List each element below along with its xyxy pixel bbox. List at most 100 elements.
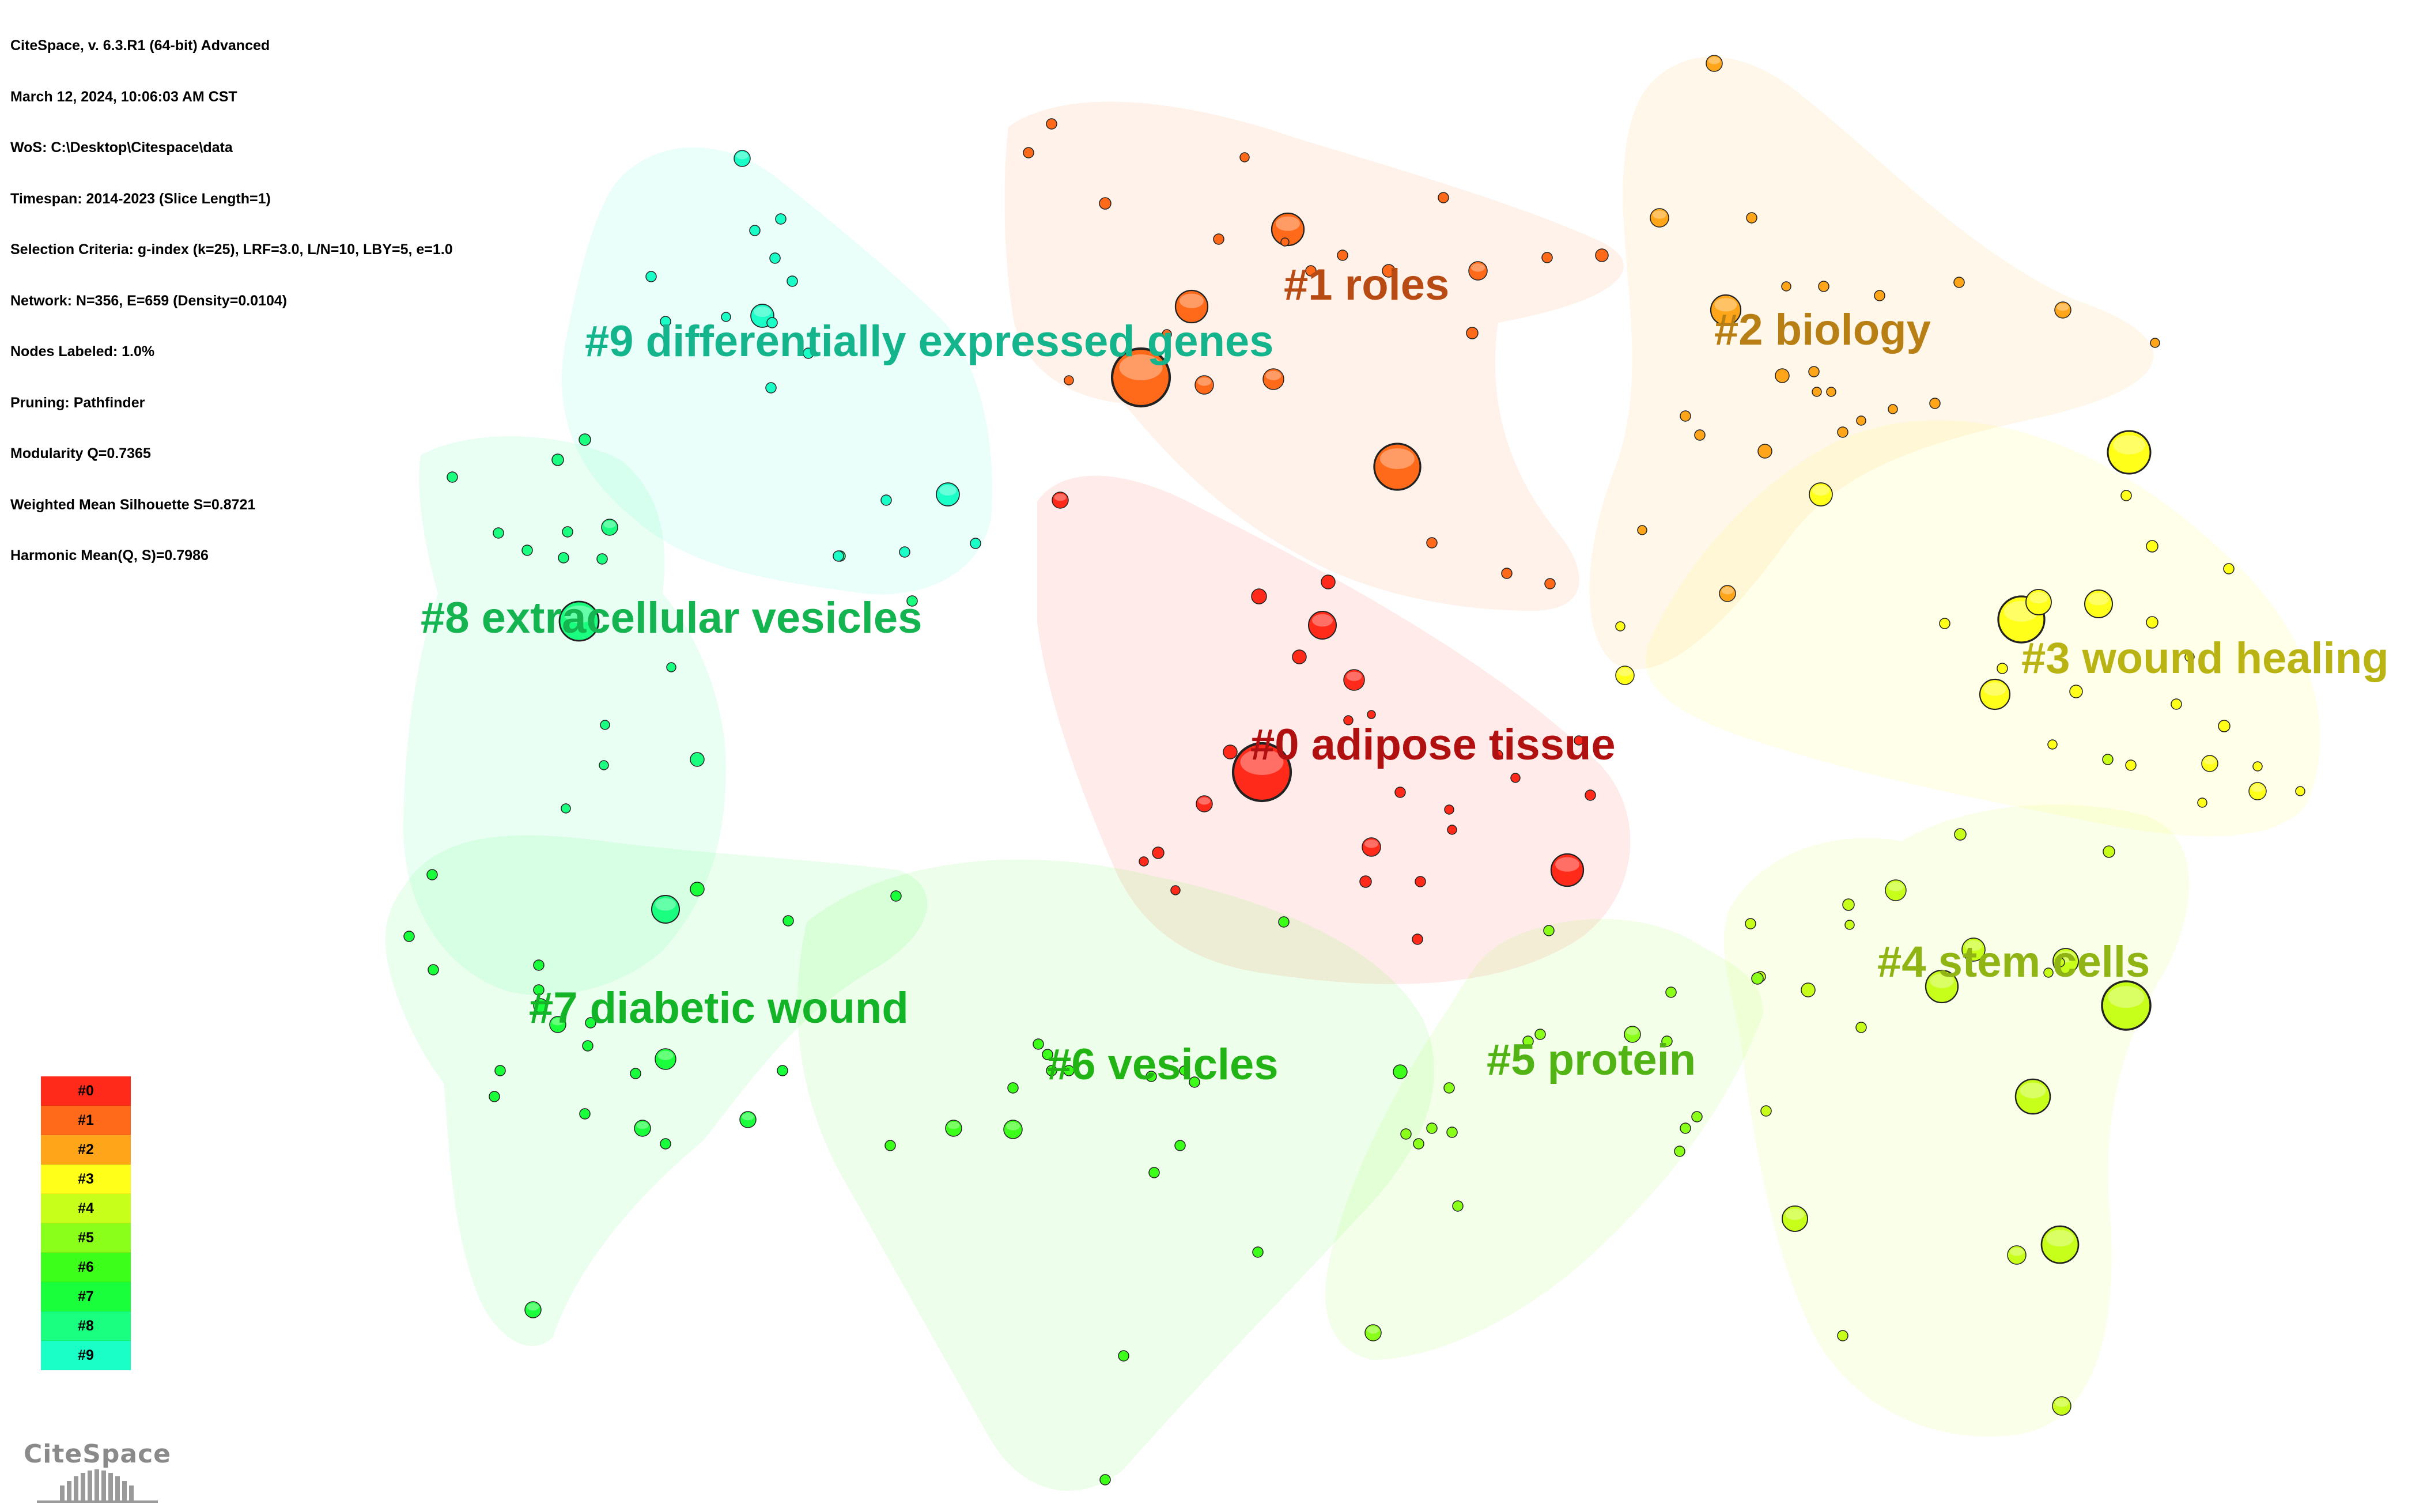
legend-item-7: #7 [41, 1282, 131, 1311]
cluster-nodes [403, 55, 2305, 1485]
node-cluster-3 [2252, 761, 2263, 772]
node-highlight [1471, 263, 1485, 272]
node-highlight [2056, 303, 2069, 311]
node-highlight [1983, 682, 2006, 696]
node-cluster-2 [1781, 281, 1791, 292]
node-cluster-8 [579, 433, 591, 446]
node-highlight [1785, 1208, 1805, 1220]
node-cluster-0 [1367, 710, 1376, 719]
node-cluster-8 [521, 545, 533, 556]
node-cluster-9 [660, 316, 671, 327]
node-highlight [1312, 614, 1333, 627]
node-cluster-9 [765, 382, 777, 394]
metadata-panel: CiteSpace, v. 6.3.R1 (64-bit) Advanced M… [10, 3, 453, 581]
node-highlight [1708, 56, 1721, 65]
node-cluster-9 [970, 538, 981, 549]
node-cluster-8 [493, 527, 504, 539]
meta-line-harmonic: Harmonic Mean(Q, S)=0.7986 [10, 547, 209, 564]
node-cluster-1 [1544, 578, 1556, 589]
node-cluster-1 [1213, 233, 1224, 245]
cluster-label-1: #1 roles [1284, 260, 1449, 309]
cluster-hull-8 [403, 436, 726, 996]
node-highlight [2055, 1398, 2069, 1407]
node-cluster-8 [690, 752, 705, 767]
node-cluster-0 [1412, 933, 1423, 945]
node-cluster-5 [1522, 1035, 1534, 1047]
legend-item-6: #6 [41, 1253, 131, 1282]
node-cluster-3 [2125, 759, 2137, 771]
node-cluster-2 [1746, 212, 1757, 224]
node-cluster-2 [1808, 366, 1820, 377]
cluster-hull-3 [1646, 420, 2320, 837]
meta-line-selection: Selection Criteria: g-index (k=25), LRF=… [10, 241, 453, 258]
meta-line-labeled: Nodes Labeled: 1.0% [10, 343, 155, 360]
node-cluster-3 [1615, 621, 1625, 632]
cluster-label-4: #4 stem cells [1877, 938, 2150, 986]
cluster-labels: #0 adipose tissue #1 roles #2 biology #3 wo… [421, 260, 2389, 1089]
cluster-hull-9 [562, 147, 992, 595]
node-cluster-0 [1415, 876, 1426, 887]
node-cluster-5 [1674, 1146, 1685, 1157]
node-cluster-3 [1997, 663, 2008, 674]
node-cluster-8 [561, 803, 571, 814]
node-cluster-1 [1280, 237, 1290, 247]
node-cluster-3 [2223, 563, 2235, 574]
node-cluster-9 [769, 252, 781, 264]
node-cluster-8 [599, 760, 609, 770]
node-cluster-9 [749, 225, 761, 236]
node-highlight [2251, 784, 2265, 792]
node-cluster-4 [1745, 918, 1756, 929]
node-cluster-4 [1954, 828, 1967, 841]
node-cluster-4 [2055, 957, 2065, 967]
cluster-label-6: #6 vesicles [1047, 1040, 1279, 1089]
node-cluster-6 [1118, 1350, 1129, 1362]
node-cluster-0 [1510, 773, 1521, 783]
node-highlight [564, 605, 594, 623]
node-cluster-5 [1413, 1138, 1424, 1150]
node-cluster-3 [2146, 616, 2158, 629]
node-cluster-2 [1757, 444, 1772, 459]
node-cluster-3 [1939, 618, 1950, 629]
node-cluster-3 [2069, 685, 2083, 698]
logo-text: CiteSpace [23, 1439, 172, 1469]
node-highlight [527, 1303, 539, 1311]
node-cluster-1 [1382, 264, 1396, 278]
node-cluster-4 [1837, 1330, 1848, 1341]
node-highlight [939, 485, 957, 496]
node-cluster-7 [533, 998, 548, 1013]
logo-skyline-icon [37, 1469, 158, 1503]
node-cluster-1 [1162, 329, 1172, 339]
node-cluster-8 [551, 453, 564, 466]
node-cluster-4 [1801, 982, 1816, 997]
node-cluster-2 [1888, 404, 1898, 414]
node-cluster-9 [880, 494, 892, 506]
node-cluster-4 [2043, 967, 2054, 978]
node-highlight [2010, 1248, 2024, 1256]
node-highlight [1653, 210, 1666, 219]
node-highlight [551, 1018, 564, 1026]
node-cluster-0 [1152, 846, 1165, 859]
node-cluster-1 [1023, 147, 1034, 158]
node-highlight [1380, 448, 1415, 469]
legend-item-5: #5 [41, 1223, 131, 1253]
node-cluster-1 [1466, 327, 1479, 339]
cluster-label-0: #0 adipose tissue [1250, 720, 1616, 769]
node-cluster-5 [1543, 925, 1555, 936]
node-cluster-8 [600, 720, 610, 730]
node-highlight [1965, 940, 1982, 951]
node-highlight [2108, 986, 2145, 1008]
node-cluster-7 [579, 1108, 591, 1120]
node-cluster-6 [1252, 1246, 1264, 1258]
node-cluster-9 [766, 317, 778, 328]
node-cluster-3 [2146, 540, 2158, 553]
node-highlight [1198, 797, 1211, 805]
node-cluster-6 [884, 1140, 896, 1151]
node-highlight [1618, 668, 1632, 676]
meta-line-network: Network: N=356, E=659 (Density=0.0104) [10, 292, 288, 309]
node-cluster-8 [906, 595, 918, 607]
node-cluster-6 [1046, 1065, 1057, 1076]
node-cluster-1 [1595, 248, 1609, 262]
node-cluster-5 [1661, 1035, 1673, 1047]
node-cluster-2 [1775, 368, 1790, 383]
